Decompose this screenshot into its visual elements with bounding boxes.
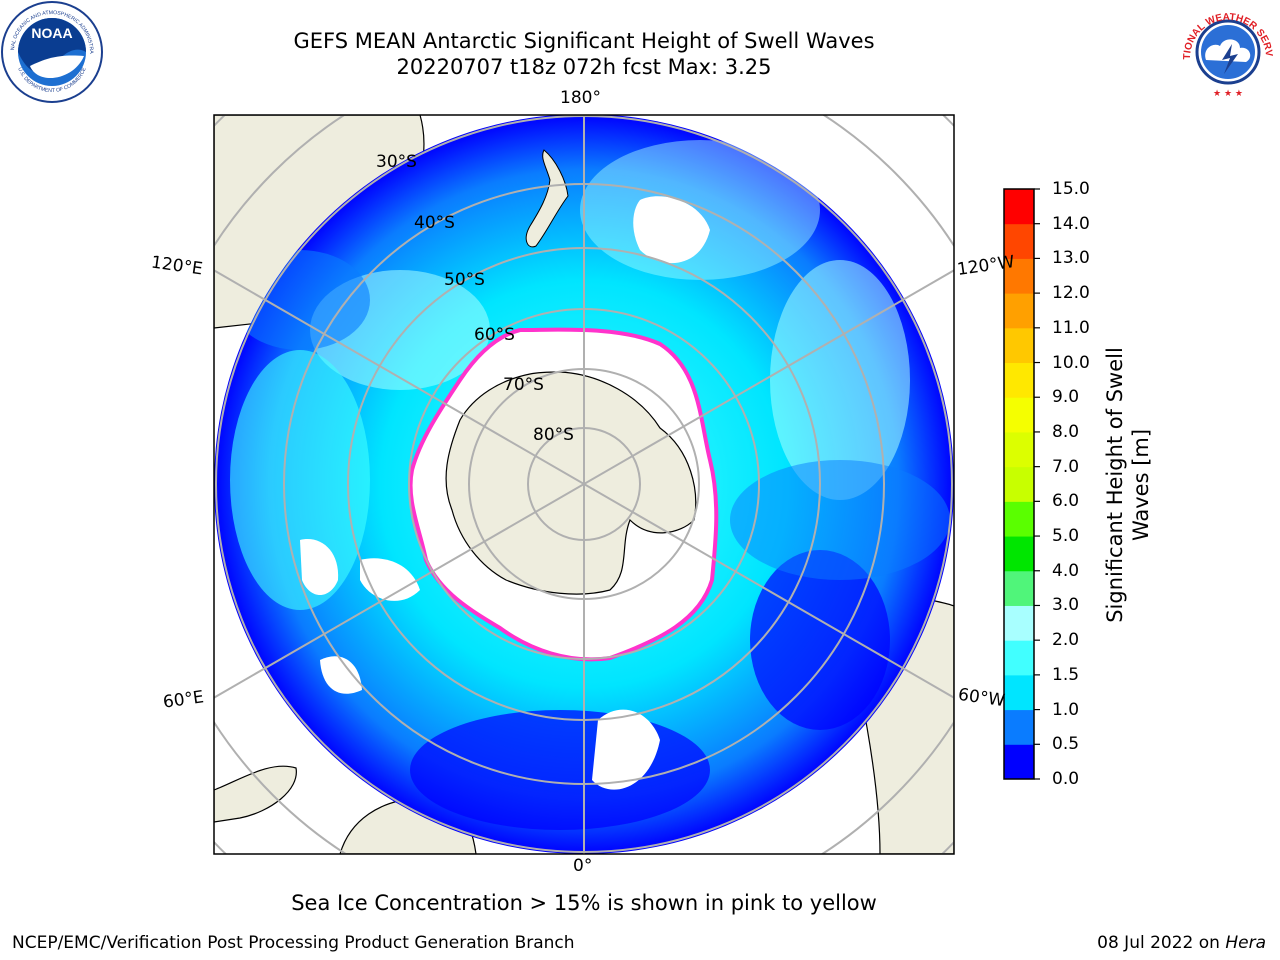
host-name: Hera — [1225, 933, 1266, 953]
colorbar-label-line1: Significant Height of Swell — [1103, 347, 1127, 623]
colorbar-tick-label: 13.0 — [1052, 248, 1090, 269]
noaa-logo: NOAA NATIONAL OCEANIC AND ATMOSPHERIC AD… — [0, 0, 103, 103]
colorbar-segment — [1004, 640, 1034, 676]
colorbar — [1003, 188, 1040, 780]
colorbar-tick-label: 0.0 — [1052, 769, 1080, 789]
colorbar-segment — [1004, 189, 1034, 225]
colorbar-tick-label: 14.0 — [1052, 213, 1090, 234]
colorbar-tick-label: 10.0 — [1052, 352, 1090, 373]
colorbar-label-line2: Waves [m] — [1129, 428, 1153, 542]
noaa-logo-text: NOAA — [31, 25, 72, 41]
nws-logo: NATIONAL WEATHER SERVICE ★ ★ ★ — [1176, 0, 1278, 102]
colorbar-segment — [1004, 223, 1034, 259]
colorbar-tick-label: 6.0 — [1052, 491, 1080, 512]
colorbar-segment — [1004, 570, 1034, 606]
colorbar-border — [1003, 188, 1035, 780]
colorbar-tick-label: 12.0 — [1052, 283, 1090, 304]
map-subtitle: 20220707 t18z 072h fcst Max: 3.25 — [396, 55, 772, 79]
lat-label-40s: 40°S — [414, 213, 455, 233]
map-title: GEFS MEAN Antarctic Significant Height o… — [293, 29, 875, 53]
colorbar-label: Significant Height of Swell Waves [m] — [1102, 347, 1154, 623]
lat-label-60s: 60°S — [474, 325, 515, 345]
sea-ice-note: Sea Ice Concentration > 15% is shown in … — [291, 891, 877, 915]
colorbar-segment — [1004, 258, 1034, 294]
colorbar-tick-label: 15.0 — [1052, 179, 1090, 199]
new-zealand-land — [525, 149, 569, 248]
colorbar-tick-label: 2.0 — [1052, 630, 1080, 651]
colorbar-tick-label: 1.5 — [1052, 664, 1080, 685]
colorbar-tick-label: 1.0 — [1052, 699, 1080, 720]
colorbar-segment — [1004, 293, 1034, 329]
lon-label-0: 0° — [573, 856, 593, 876]
colorbar-tick-label: 9.0 — [1052, 387, 1080, 408]
colorbar-tick-label: 7.0 — [1052, 456, 1080, 477]
lon-label-180: 180° — [560, 88, 601, 108]
colorbar-tick-label: 0.5 — [1052, 734, 1080, 755]
colorbar-segment — [1004, 709, 1034, 745]
colorbar-segment — [1004, 362, 1034, 398]
colorbar-tick-label: 8.0 — [1052, 421, 1080, 442]
colorbar-segment — [1004, 431, 1034, 468]
lat-label-50s: 50°S — [444, 270, 485, 290]
colorbar-tick-label: 4.0 — [1052, 560, 1080, 581]
date-host: 08 Jul 2022 on Hera — [1097, 933, 1266, 953]
colorbar-segment — [1004, 397, 1034, 433]
colorbar-tick-label: 11.0 — [1052, 317, 1090, 338]
credit-line: NCEP/EMC/Verification Post Processing Pr… — [12, 933, 575, 953]
graticule — [214, 115, 954, 854]
colorbar-segment — [1004, 674, 1034, 711]
lat-label-30s: 30°S — [376, 152, 417, 172]
map-border — [213, 114, 955, 855]
colorbar-segment — [1004, 536, 1034, 572]
colorbar-tick-label: 5.0 — [1052, 526, 1080, 547]
colorbar-segment — [1004, 501, 1034, 537]
colorbar-segment — [1004, 466, 1034, 502]
madagascar-land — [214, 765, 297, 823]
colorbar-segment — [1004, 744, 1034, 780]
lat-label-70s: 70°S — [503, 375, 544, 395]
colorbar-tick-label: 3.0 — [1052, 595, 1080, 616]
lat-label-80s: 80°S — [533, 425, 574, 445]
svg-text:★ ★ ★: ★ ★ ★ — [1213, 89, 1243, 99]
antarctica-land — [445, 371, 697, 595]
colorbar-segment — [1004, 605, 1034, 641]
colorbar-segment — [1004, 327, 1034, 364]
run-date: 08 Jul 2022 on — [1097, 933, 1220, 953]
